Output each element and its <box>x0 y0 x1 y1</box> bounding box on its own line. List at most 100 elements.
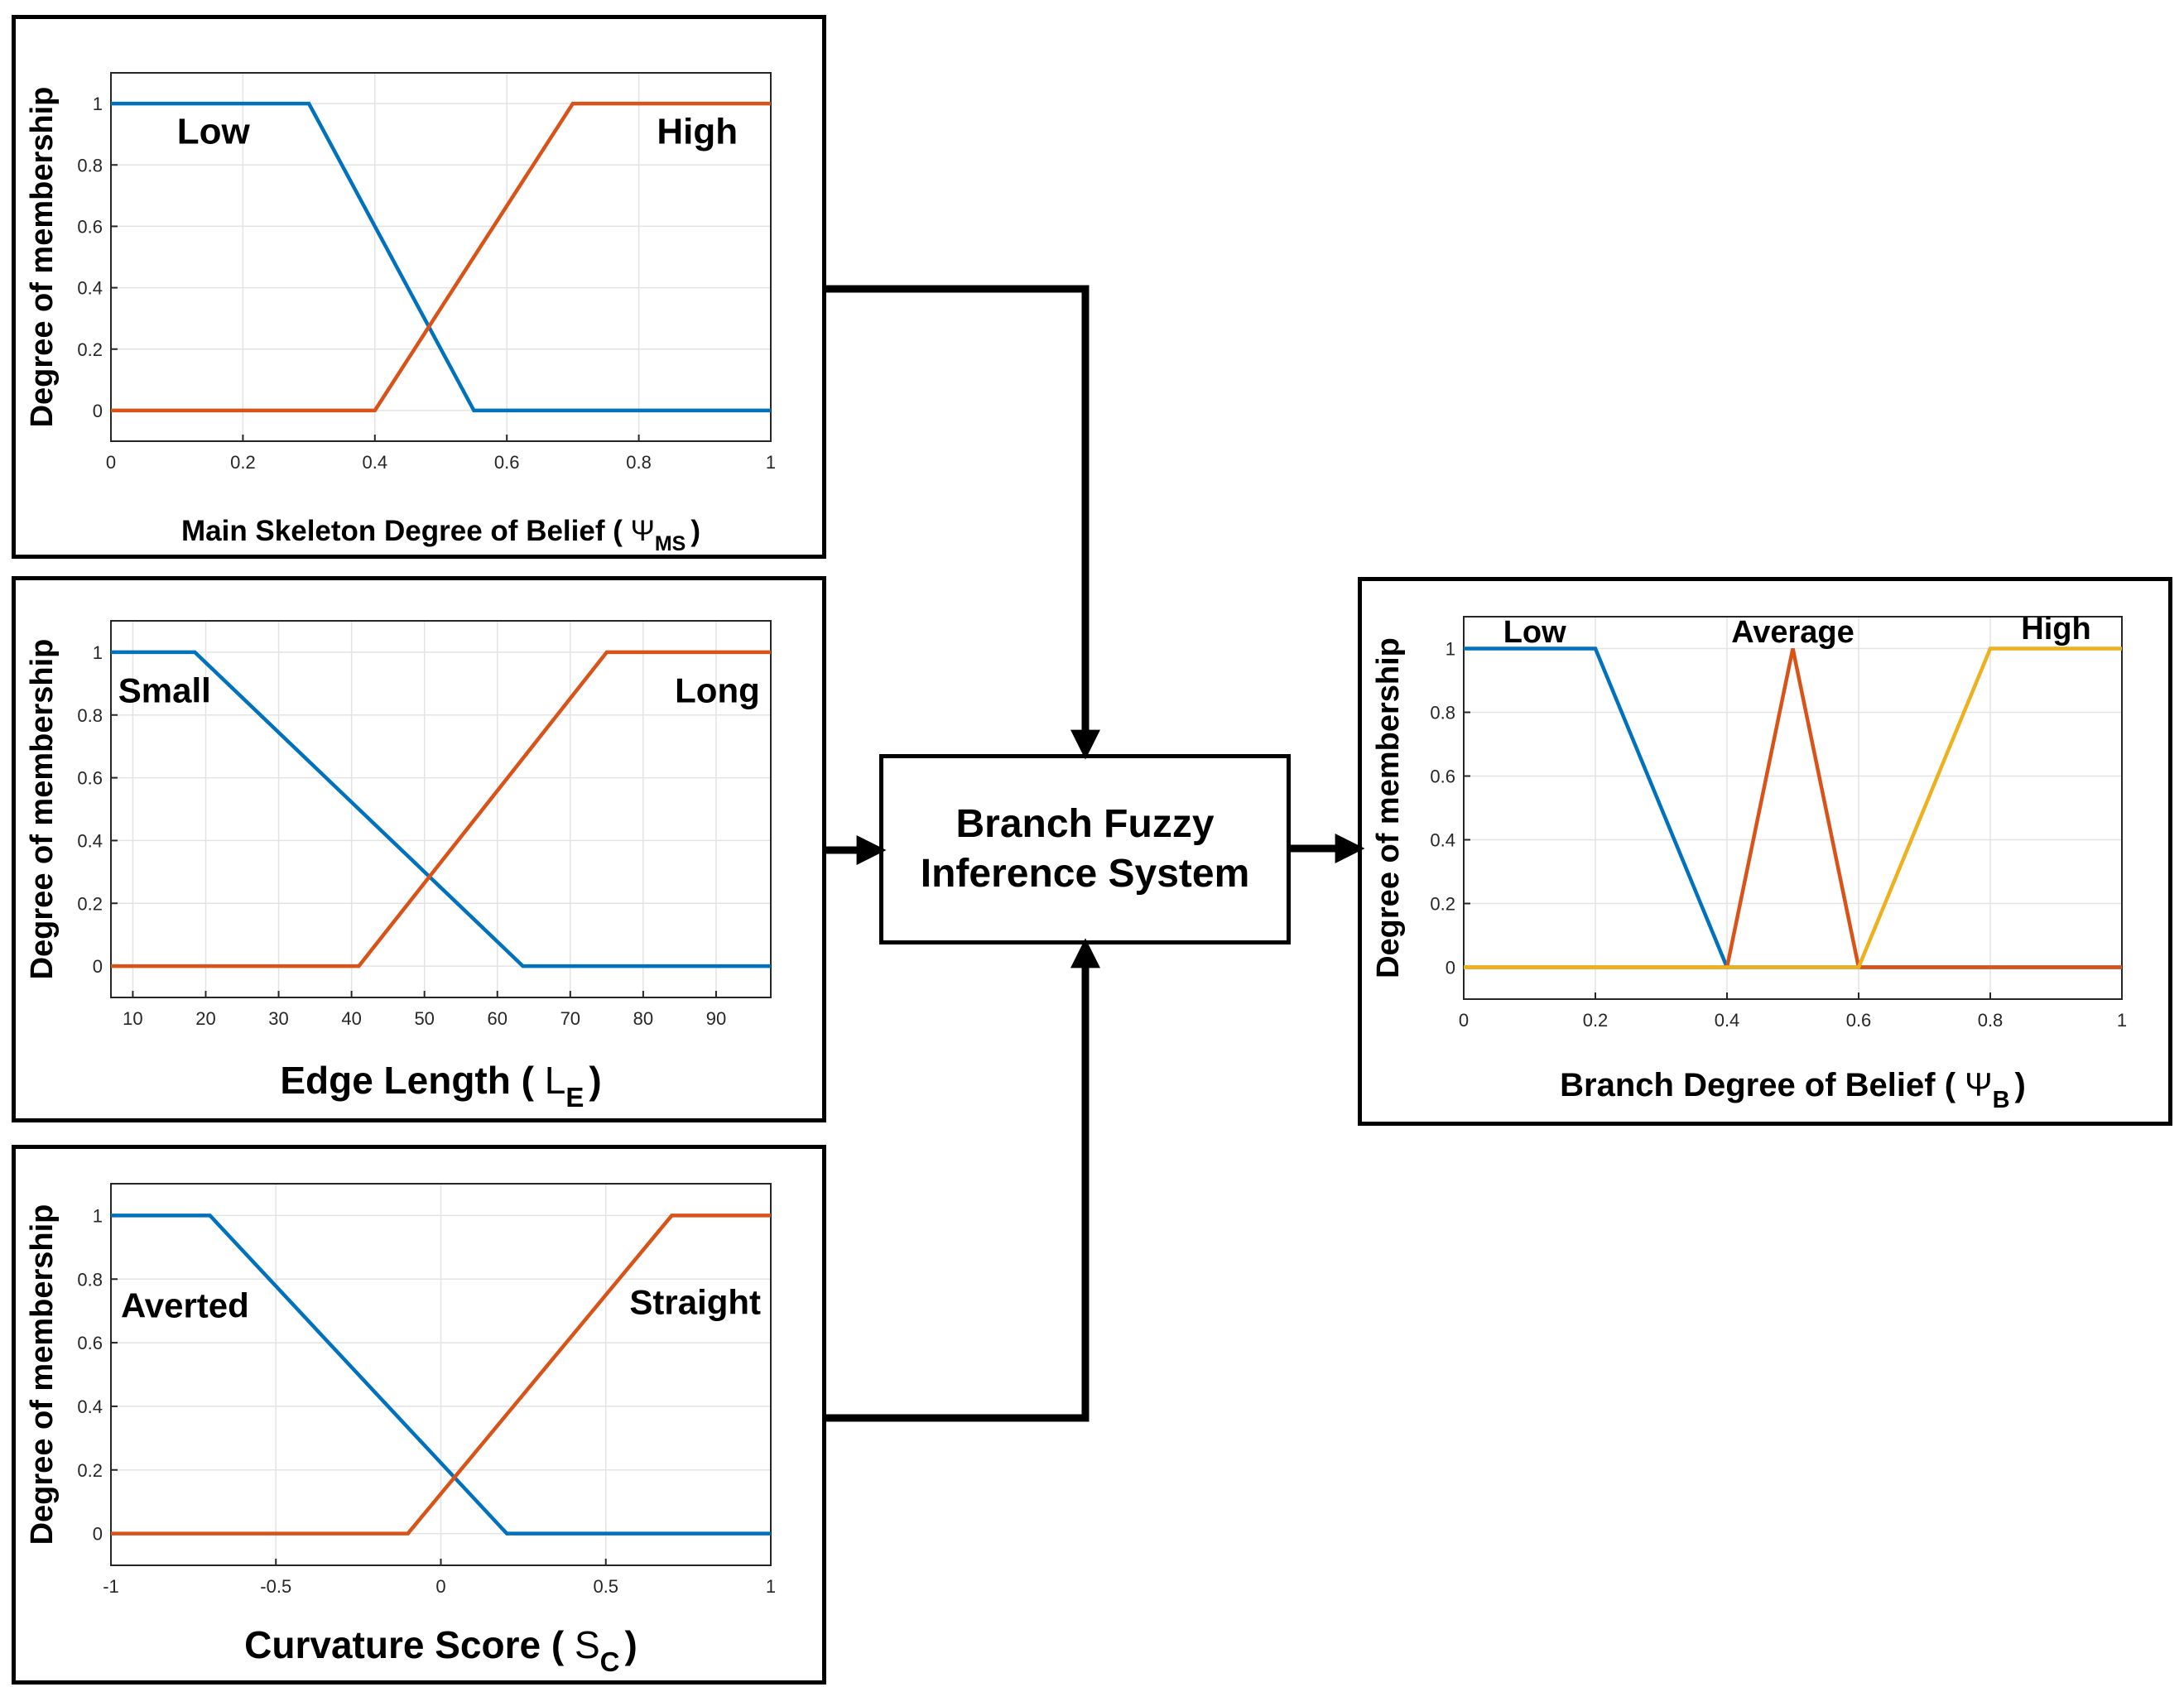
x-axis-label-close: ) <box>625 1623 637 1666</box>
x-tick-label: 0.4 <box>363 452 388 473</box>
x-axis-label-symbol: Ψ <box>631 515 655 547</box>
y-tick-label: 0.4 <box>1430 830 1455 851</box>
x-tick-label: 90 <box>706 1008 726 1029</box>
series-label-straight: Straight <box>629 1283 761 1322</box>
plot-frame <box>110 620 772 998</box>
x-tick-label: -0.5 <box>260 1576 291 1597</box>
x-axis-label-subscript: C <box>600 1646 620 1677</box>
x-tick-label: 0.6 <box>1846 1010 1872 1031</box>
x-axis-label-main: Curvature Score ( <box>244 1623 575 1666</box>
y-axis-label: Degree of membership <box>25 87 60 428</box>
chart-panel-branch-output: 0 0.2 0.4 0.6 0.8 1 0 0.2 0.4 0.6 0.8 1 Low Average Hi… <box>1358 577 2172 1126</box>
x-axis-label-subscript: MS <box>655 532 686 555</box>
x-tick-label: 40 <box>341 1008 361 1029</box>
chart-panel-main-skeleton: 0 0.2 0.4 0.6 0.8 1 0 0.2 0.4 0.6 0.8 1 Low High Degre… <box>12 15 826 559</box>
series-label-average: Average <box>1731 615 1854 650</box>
x-tick-label: 80 <box>633 1008 653 1029</box>
x-tick-label: -1 <box>103 1576 119 1597</box>
y-tick-label: 1 <box>93 642 103 663</box>
y-tick-label: 0 <box>1446 958 1455 978</box>
x-axis-label-main: Main Skeleton Degree of Belief ( <box>181 515 631 547</box>
x-axis-label: Edge Length ( LE) <box>280 1059 601 1113</box>
x-tick-label: 20 <box>195 1008 215 1029</box>
y-tick-label: 1 <box>93 94 103 114</box>
y-axis-label: Degree of membership <box>25 1204 60 1545</box>
y-tick-label: 0.6 <box>77 216 103 237</box>
x-tick-label: 0.2 <box>1583 1010 1609 1031</box>
x-tick-label: 0 <box>435 1576 445 1597</box>
x-tick-label: 0.8 <box>1978 1010 2004 1031</box>
chart-branch-output: 0 0.2 0.4 0.6 0.8 1 0 0.2 0.4 0.6 0.8 1 Low Average Hi… <box>1371 612 2127 1113</box>
y-tick-label: 0.2 <box>77 339 103 360</box>
y-tick-label: 0.4 <box>77 830 103 851</box>
x-tick-label: 60 <box>488 1008 508 1029</box>
x-tick-label: 30 <box>268 1008 288 1029</box>
x-axis-label-symbol: S <box>575 1623 600 1666</box>
x-tick-label: 0 <box>1459 1010 1469 1031</box>
series-label-averted: Averted <box>121 1286 249 1324</box>
y-tick-label: 0.4 <box>77 278 103 299</box>
x-tick-label: 0.6 <box>494 452 520 473</box>
arrow-from-curvature-score <box>826 938 1100 1422</box>
y-tick-label: 0 <box>93 1524 103 1545</box>
y-tick-label: 0 <box>93 956 103 977</box>
y-tick-label: 0.8 <box>1430 703 1455 723</box>
x-tick-label: 0.8 <box>626 452 652 473</box>
x-tick-label: 10 <box>123 1008 142 1029</box>
y-tick-label: 0.2 <box>1430 894 1455 915</box>
x-axis-label-close: ) <box>690 515 700 547</box>
series-line-small <box>111 650 771 968</box>
chart-curvature-score: -1 -0.5 0 0.5 1 0 0.2 0.4 0.6 0.8 1 Averted Straight… <box>25 1183 776 1677</box>
fis-title-line-2: Inference System <box>920 852 1250 896</box>
x-tick-label: 1 <box>2117 1010 2127 1031</box>
x-axis-label-symbol: L <box>545 1059 566 1102</box>
y-tick-label: 0.2 <box>77 893 103 914</box>
x-axis-label-symbol: Ψ <box>1965 1067 1992 1103</box>
x-axis-label-subscript: B <box>1993 1087 2010 1113</box>
series-label-high: High <box>2021 612 2090 646</box>
y-tick-label: 0.8 <box>77 705 103 726</box>
series-label-long: Long <box>675 671 760 710</box>
y-tick-label: 0.6 <box>77 1333 103 1353</box>
x-tick-label: 1 <box>766 452 776 473</box>
y-axis-label: Degree of membership <box>25 639 60 980</box>
x-axis-label-main: Branch Degree of Belief ( <box>1560 1067 1965 1103</box>
series-label-low: Low <box>177 111 251 151</box>
chart-panel-curvature-score: -1 -0.5 0 0.5 1 0 0.2 0.4 0.6 0.8 1 Averted Straight… <box>12 1145 826 1685</box>
plot-frame <box>110 72 772 442</box>
x-axis-label: Branch Degree of Belief ( ΨB) <box>1560 1067 2026 1113</box>
y-tick-label: 0.4 <box>77 1396 103 1417</box>
series-label-low: Low <box>1503 615 1566 650</box>
series-line-low <box>111 101 771 413</box>
x-axis-label-close: ) <box>2015 1067 2026 1103</box>
fis-title-line-1: Branch Fuzzy <box>955 802 1215 846</box>
chart-panel-edge-length: 10 20 30 40 50 60 70 80 90 0 0.2 0.4 0.6 0.8 1 Small Lon… <box>12 576 826 1122</box>
plot-frame <box>1463 616 2123 1000</box>
x-tick-label: 50 <box>414 1008 434 1029</box>
x-axis-label-subscript: E <box>565 1082 584 1113</box>
y-axis-label: Degree of membership <box>1371 637 1406 978</box>
chart-main-skeleton: 0 0.2 0.4 0.6 0.8 1 0 0.2 0.4 0.6 0.8 1 Low High Degre… <box>25 72 776 555</box>
x-axis-label-close: ) <box>589 1059 601 1102</box>
x-tick-label: 1 <box>766 1576 776 1597</box>
y-tick-label: 0.8 <box>77 155 103 175</box>
series-line-high <box>111 101 771 413</box>
x-axis-label-main: Edge Length ( <box>280 1059 544 1102</box>
x-axis-label: Curvature Score ( SC) <box>244 1623 637 1677</box>
series-line-straight <box>111 1214 771 1536</box>
y-tick-label: 0 <box>93 401 103 421</box>
arrow-from-main-skeleton <box>826 285 1100 760</box>
x-tick-label: 70 <box>560 1008 580 1029</box>
series-line-high <box>1464 646 2122 969</box>
y-tick-label: 1 <box>1446 639 1455 660</box>
series-line-long <box>111 650 771 968</box>
x-tick-label: 0.4 <box>1715 1010 1740 1031</box>
x-axis-label: Main Skeleton Degree of Belief ( ΨMS) <box>181 515 700 555</box>
y-tick-label: 1 <box>93 1205 103 1226</box>
series-label-small: Small <box>118 671 211 710</box>
x-tick-label: 0.5 <box>593 1576 618 1597</box>
y-tick-label: 0.6 <box>1430 767 1455 787</box>
x-tick-label: 0.2 <box>230 452 256 473</box>
branch-fuzzy-inference-system-box: Branch Fuzzy Inference System <box>879 754 1291 944</box>
